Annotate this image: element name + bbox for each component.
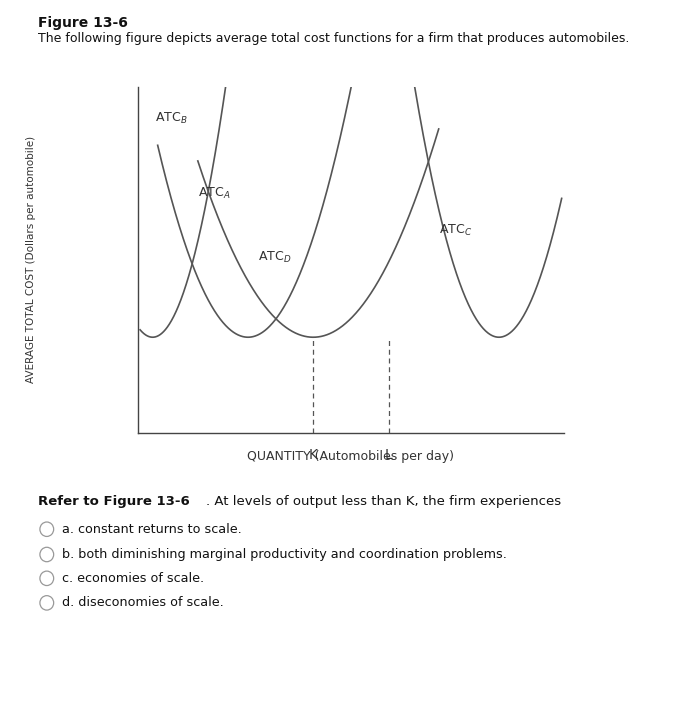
Text: The following figure depicts average total cost functions for a firm that produc: The following figure depicts average tot… <box>38 32 630 45</box>
Text: b. both diminishing marginal productivity and coordination problems.: b. both diminishing marginal productivit… <box>62 548 507 561</box>
Text: L: L <box>385 448 392 462</box>
Text: Figure 13-6: Figure 13-6 <box>38 16 128 30</box>
Text: c. economies of scale.: c. economies of scale. <box>62 572 204 585</box>
Text: ATC$_C$: ATC$_C$ <box>439 223 472 238</box>
Text: a. constant returns to scale.: a. constant returns to scale. <box>62 523 241 536</box>
Text: ATC$_B$: ATC$_B$ <box>155 111 188 126</box>
Text: Refer to Figure 13-6: Refer to Figure 13-6 <box>38 495 190 508</box>
Text: AVERAGE TOTAL COST (Dollars per automobile): AVERAGE TOTAL COST (Dollars per automobi… <box>26 136 36 383</box>
Text: ATC$_D$: ATC$_D$ <box>258 250 292 265</box>
Text: QUANTITY (Automobiles per day): QUANTITY (Automobiles per day) <box>248 450 454 463</box>
Text: . At levels of output less than K, the firm experiences: . At levels of output less than K, the f… <box>206 495 561 508</box>
Text: d. diseconomies of scale.: d. diseconomies of scale. <box>62 596 224 609</box>
Text: K: K <box>309 448 318 462</box>
Text: ATC$_A$: ATC$_A$ <box>198 186 230 201</box>
